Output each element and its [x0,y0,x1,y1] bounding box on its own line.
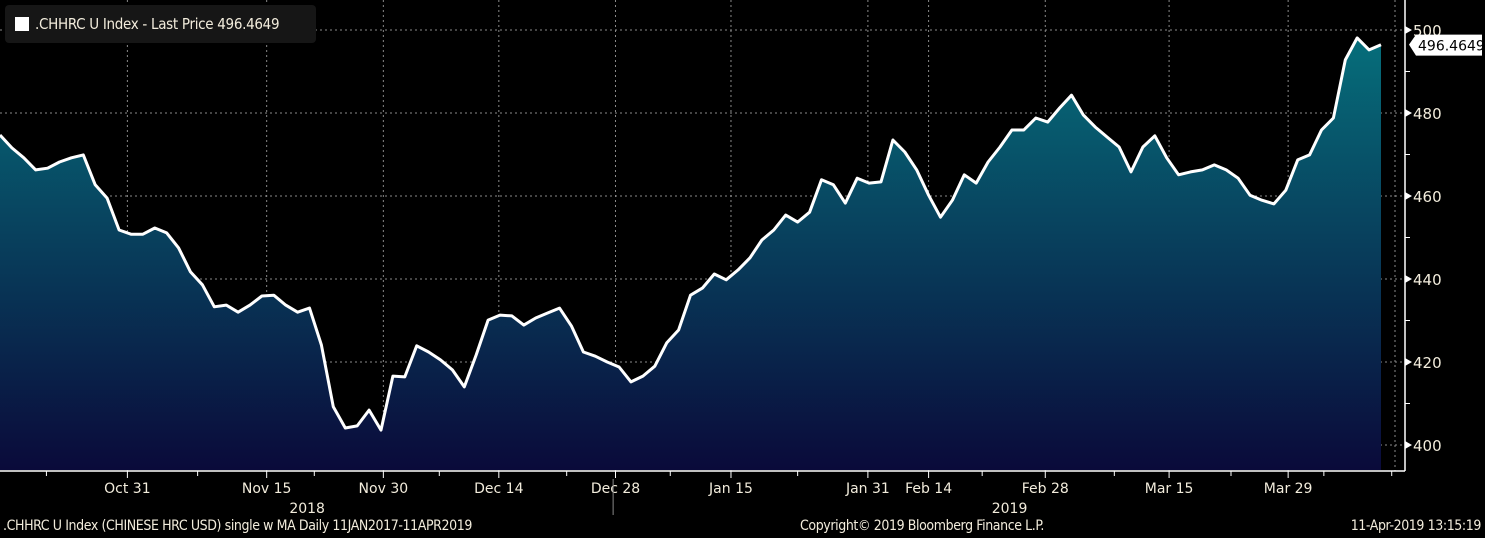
y-tick-label: 440 [1413,271,1442,289]
x-year-label: 2019 [992,501,1028,517]
x-tick-label: Nov 15 [242,481,292,497]
y-tick-marker [1405,109,1412,117]
x-tick-label: Mar 29 [1264,481,1313,497]
footer-timestamp: 11-Apr-2019 13:15:19 [1350,518,1482,534]
y-tick-label: 460 [1413,188,1442,206]
y-tick-label: 420 [1413,354,1442,372]
legend-label: .CHHRC U Index - Last Price 496.4649 [35,15,280,33]
footer-copyright: Copyright© 2019 Bloomberg Finance L.P. [800,518,1044,534]
y-tick-marker [1405,441,1412,449]
legend-swatch [15,17,29,31]
y-tick-marker [1405,192,1412,200]
last-price-value: 496.4649 [1418,39,1485,55]
x-year-label: 2018 [289,501,325,517]
y-tick-label: 400 [1413,437,1442,455]
legend: .CHHRC U Index - Last Price 496.4649 [5,5,316,43]
price-area-fill [0,37,1381,471]
y-tick-marker [1405,358,1412,366]
x-tick-label: Dec 14 [474,481,523,497]
last-price-tag: 496.4649 [1409,34,1485,56]
x-tick-label: Feb 28 [1022,481,1069,497]
y-tick-marker [1405,26,1412,34]
x-tick-label: Feb 14 [905,481,952,497]
x-tick-label: Nov 30 [359,481,409,497]
x-tick-label: Mar 15 [1145,481,1194,497]
x-tick-label: Jan 31 [845,481,890,497]
y-tick-marker [1405,275,1412,283]
x-tick-label: Oct 31 [104,481,150,497]
y-tick-label: 480 [1413,105,1442,123]
x-tick-label: Jan 15 [708,481,753,497]
footer-security-description: .CHHRC U Index (CHINESE HRC USD) single … [3,518,472,534]
x-tick-label: Dec 28 [591,481,640,497]
price-line [0,36,1382,432]
